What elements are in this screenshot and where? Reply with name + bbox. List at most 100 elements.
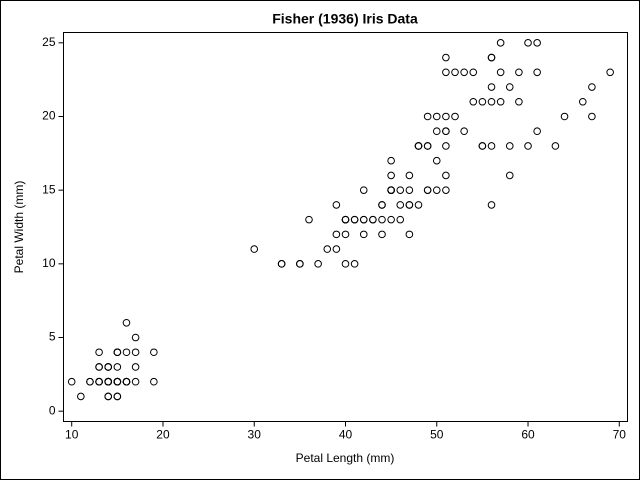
point <box>314 260 322 268</box>
point <box>104 392 113 401</box>
point <box>95 363 103 371</box>
x-axis-label: Petal Length (mm) <box>296 451 395 465</box>
point <box>487 201 496 209</box>
y-tick-label: 25 <box>42 35 56 49</box>
point <box>487 83 496 91</box>
point <box>250 245 259 253</box>
point <box>496 97 505 106</box>
point <box>359 215 368 224</box>
point <box>432 112 441 121</box>
point <box>113 392 122 401</box>
point <box>423 112 432 121</box>
point <box>122 348 131 357</box>
point <box>323 245 332 253</box>
point <box>396 215 405 224</box>
point <box>150 377 158 386</box>
point <box>378 215 386 224</box>
point <box>387 156 395 165</box>
point <box>442 171 450 180</box>
point <box>588 83 596 91</box>
point <box>487 142 496 150</box>
point <box>405 230 414 239</box>
point <box>505 83 514 91</box>
point <box>524 39 532 47</box>
point <box>86 377 94 386</box>
point <box>113 377 122 386</box>
point <box>405 186 414 194</box>
point <box>131 333 140 342</box>
y-tick-label: 0 <box>49 403 56 417</box>
point <box>387 215 395 224</box>
point <box>414 201 423 209</box>
point <box>588 112 596 121</box>
point <box>515 68 523 77</box>
y-tick-label: 20 <box>42 109 56 123</box>
point <box>396 186 405 194</box>
point <box>451 112 459 121</box>
point <box>296 260 304 268</box>
point <box>442 186 450 194</box>
point <box>387 186 395 194</box>
point <box>505 142 514 150</box>
point <box>369 215 377 224</box>
point <box>423 142 432 150</box>
x-tick-label: 40 <box>339 428 353 442</box>
point <box>332 201 341 209</box>
point <box>560 112 569 121</box>
point <box>423 186 432 194</box>
point <box>487 53 496 62</box>
point <box>113 363 122 371</box>
point <box>104 377 113 386</box>
point <box>533 68 541 77</box>
point <box>104 363 113 371</box>
x-tick-label: 10 <box>65 428 79 442</box>
point <box>496 39 505 47</box>
point <box>551 142 560 150</box>
point <box>341 260 350 268</box>
point <box>378 201 386 209</box>
point <box>478 142 487 150</box>
point <box>442 68 450 77</box>
point <box>113 348 122 357</box>
y-axis-label: Petal Width (mm) <box>12 181 26 274</box>
point <box>67 377 76 386</box>
point <box>332 230 341 239</box>
point <box>350 215 359 224</box>
x-tick-label: 50 <box>430 428 444 442</box>
x-tick-label: 70 <box>613 428 627 442</box>
point <box>524 142 532 150</box>
point <box>277 260 286 268</box>
point <box>432 186 441 194</box>
point <box>442 142 450 150</box>
point <box>405 171 414 180</box>
point <box>150 348 158 357</box>
point <box>332 245 341 253</box>
x-tick-label: 60 <box>521 428 535 442</box>
point <box>469 68 478 77</box>
point <box>396 201 405 209</box>
point <box>469 97 478 106</box>
point <box>341 230 350 239</box>
point <box>533 127 541 136</box>
point <box>460 68 468 77</box>
point <box>341 215 350 224</box>
point <box>578 97 587 106</box>
y-tick-label: 5 <box>49 330 56 344</box>
point <box>442 53 450 62</box>
point <box>305 215 313 224</box>
point <box>131 363 140 371</box>
point <box>432 156 441 165</box>
point <box>460 127 468 136</box>
point <box>451 68 459 77</box>
point <box>432 127 441 136</box>
point <box>478 97 487 106</box>
point <box>95 348 103 357</box>
point <box>77 392 85 401</box>
point <box>515 97 523 106</box>
point <box>131 377 140 386</box>
point <box>533 39 541 47</box>
point <box>122 318 131 327</box>
point <box>487 97 496 106</box>
